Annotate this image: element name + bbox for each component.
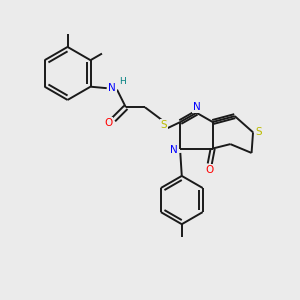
Text: N: N [108,83,116,93]
Text: S: S [161,120,167,130]
Text: H: H [118,77,125,86]
Text: N: N [170,145,178,155]
Text: N: N [193,103,200,112]
Text: O: O [104,118,112,128]
Text: O: O [206,165,214,175]
Text: S: S [255,127,262,137]
